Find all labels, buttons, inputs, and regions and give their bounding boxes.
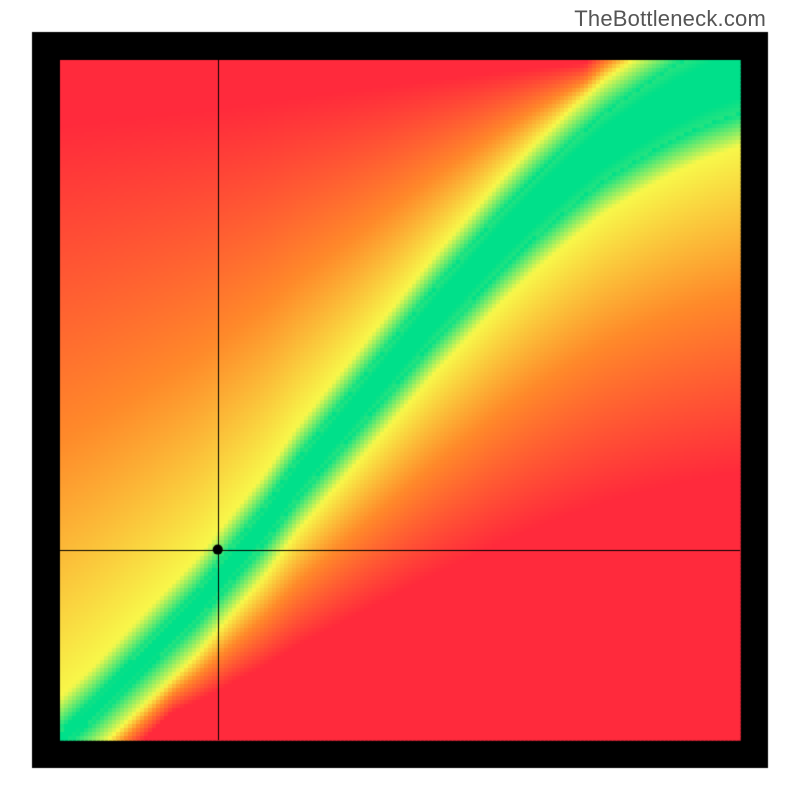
bottleneck-heatmap-canvas: [0, 0, 800, 800]
watermark-text: TheBottleneck.com: [574, 6, 766, 32]
